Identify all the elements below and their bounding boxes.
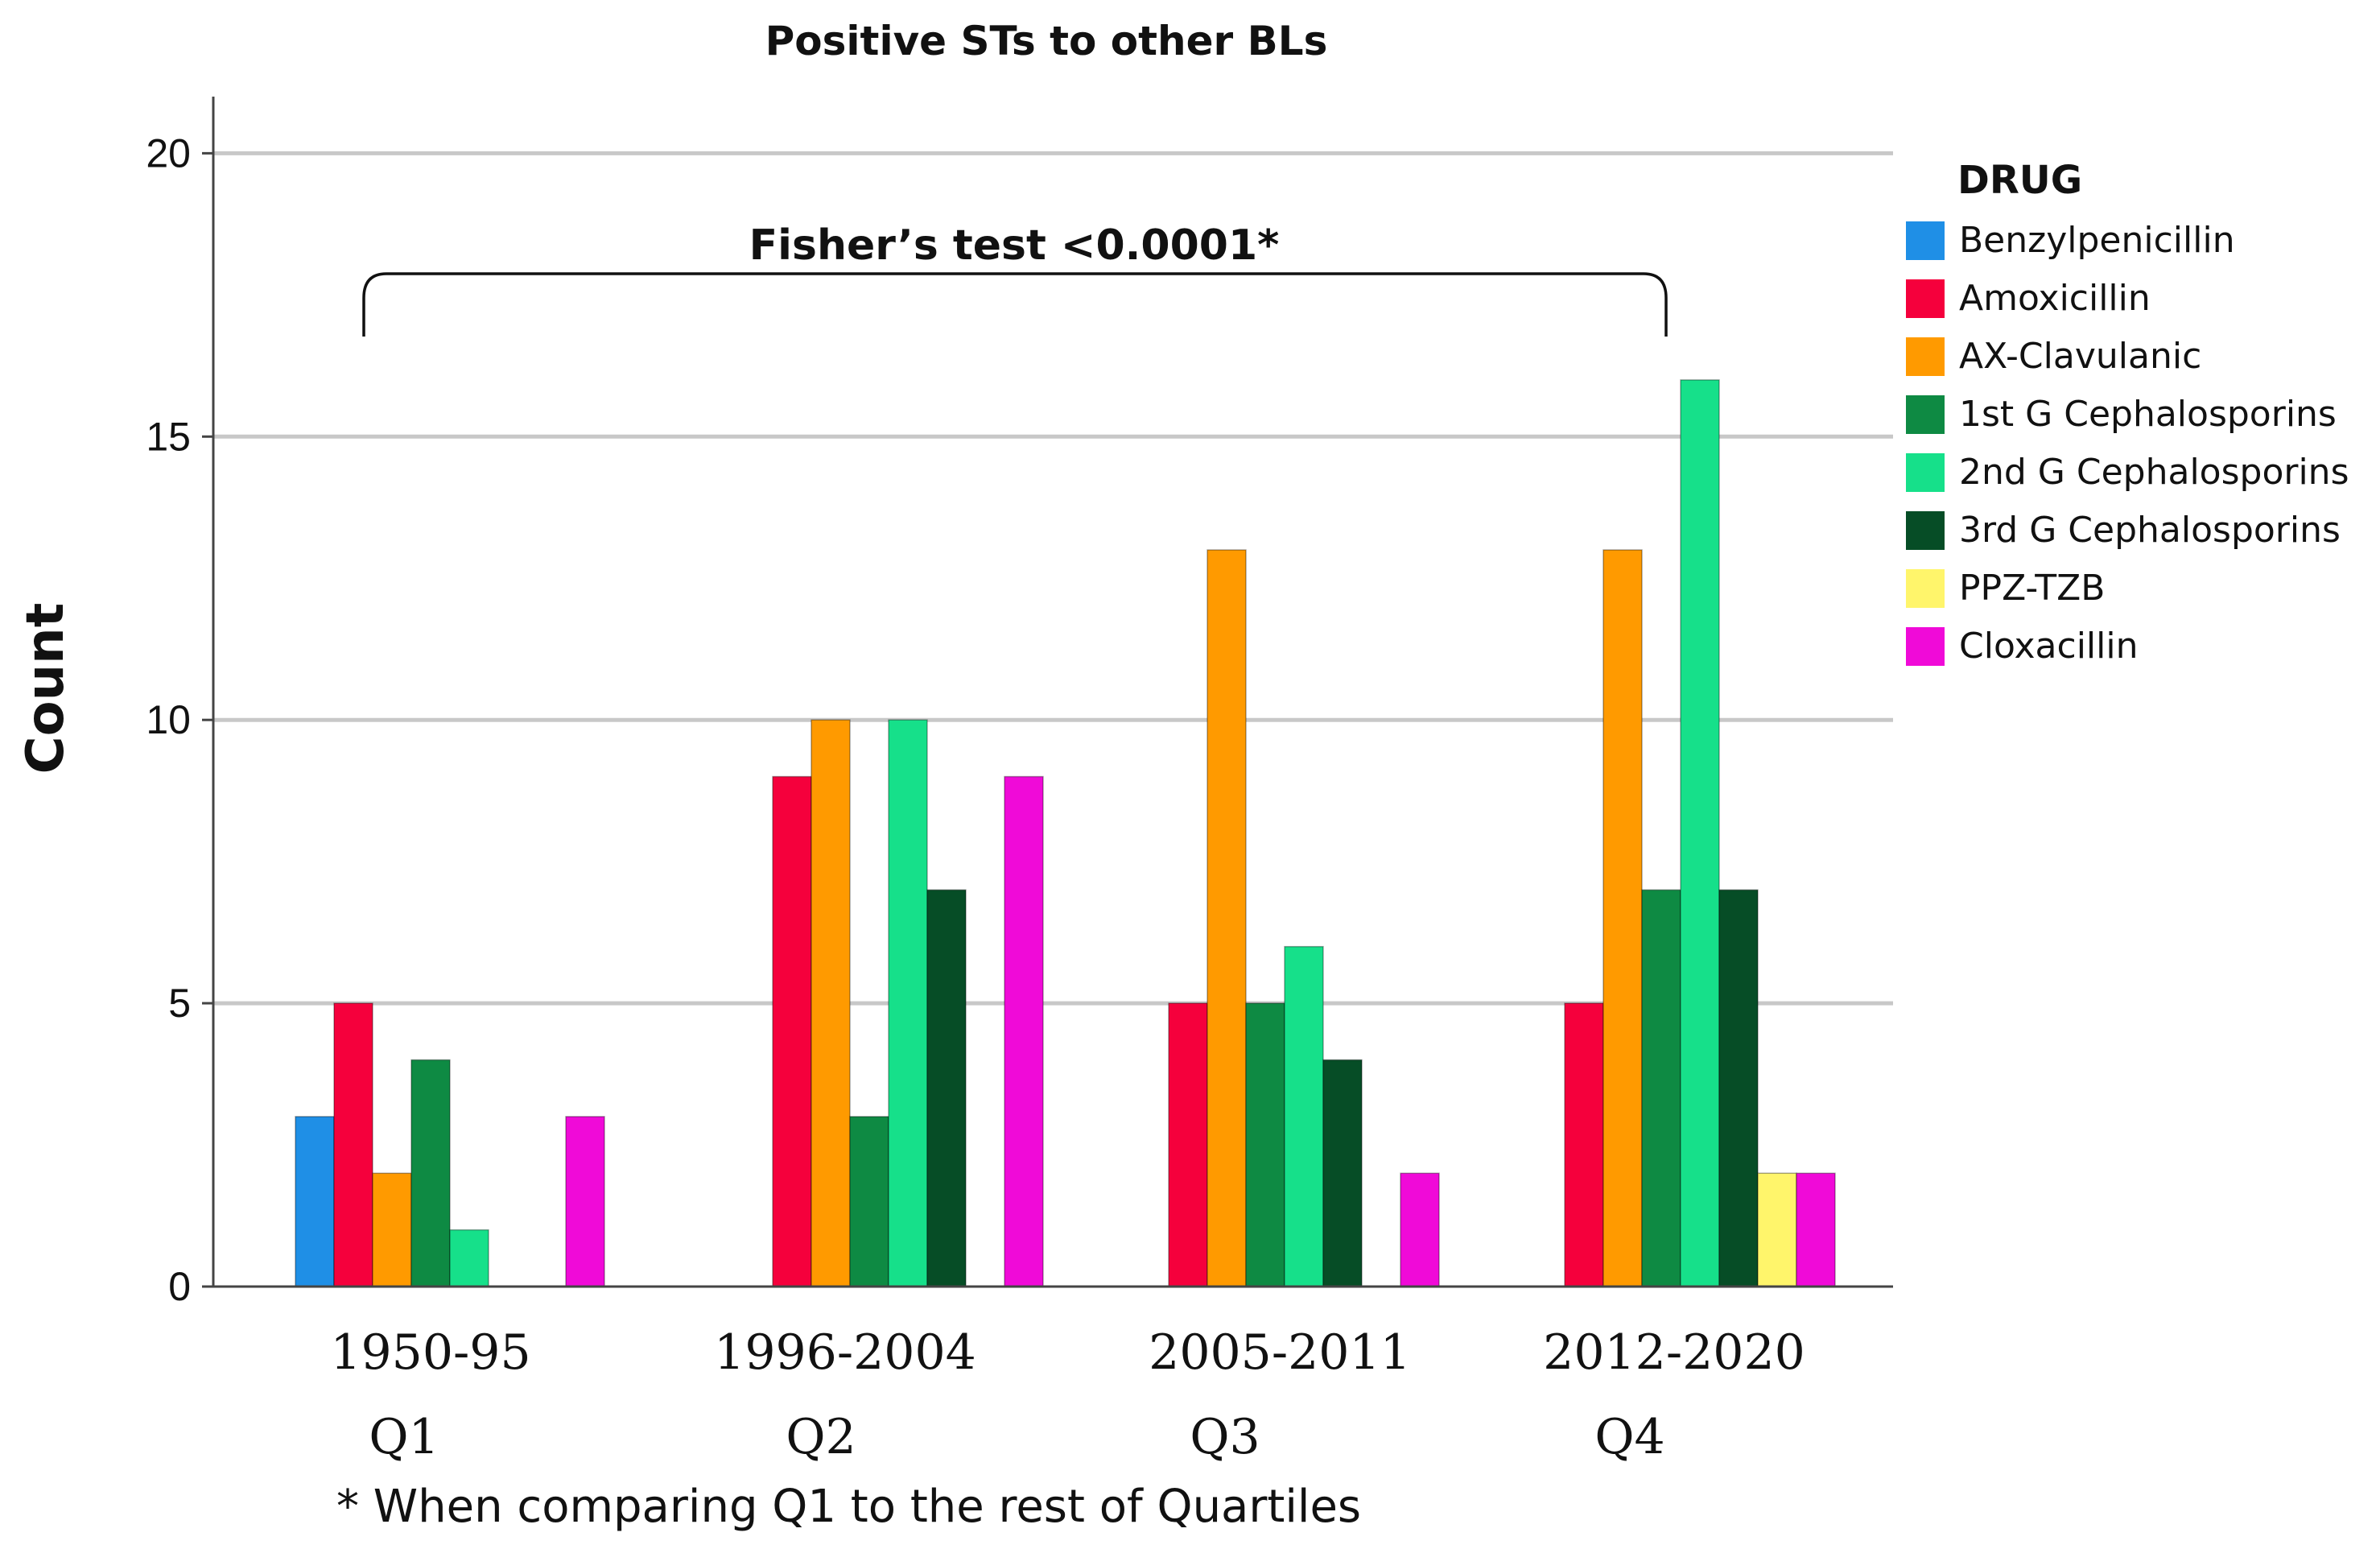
legend-label: 2nd G Cephalosporins bbox=[1959, 452, 2349, 493]
bar-3-2nd-g-cephalosporins bbox=[1284, 945, 1324, 1287]
bar-3-ax-clavulanic bbox=[1206, 549, 1247, 1287]
legend-label: AX-Clavulanic bbox=[1959, 336, 2201, 377]
legend-label: Amoxicillin bbox=[1959, 278, 2151, 319]
x-category-labels: 1950-95 Q1 1996-2004 Q2 2005-2011 Q3 2012-2020… bbox=[330, 1324, 1805, 1465]
legend-swatch-ppz-tzb bbox=[1906, 569, 1945, 608]
x-category-label: 1996-2004 bbox=[714, 1324, 976, 1381]
bar-4-3rd-g-cephalosporins bbox=[1718, 889, 1759, 1287]
fisher-test-label: Fisher’s test <0.0001* bbox=[749, 221, 1280, 270]
bar-1-amoxicillin bbox=[333, 1002, 373, 1287]
bar-2-2nd-g-cephalosporins bbox=[888, 719, 928, 1287]
quartile-label: Q1 bbox=[369, 1409, 439, 1465]
bar-1-1st-g-cephalosporins bbox=[410, 1059, 451, 1287]
bar-2-ax-clavulanic bbox=[811, 719, 851, 1287]
legend-swatch-amoxicillin bbox=[1906, 279, 1945, 318]
bar-3-1st-g-cephalosporins bbox=[1245, 1002, 1285, 1287]
y-tick-label-5: 5 bbox=[168, 981, 191, 1026]
bar-3-3rd-g-cephalosporins bbox=[1322, 1059, 1363, 1287]
bar-1-benzylpenicillin bbox=[295, 1116, 335, 1287]
legend-swatch-2nd-g-cephalosporins bbox=[1906, 453, 1945, 492]
bar-group bbox=[295, 379, 1836, 1287]
legend-swatch-benzylpenicillin bbox=[1906, 221, 1945, 260]
legend-label: Cloxacillin bbox=[1959, 626, 2139, 667]
x-category-label: 2005-2011 bbox=[1149, 1324, 1411, 1381]
legend-label: 3rd G Cephalosporins bbox=[1959, 510, 2341, 551]
bar-2-1st-g-cephalosporins bbox=[849, 1116, 889, 1287]
legend-title: DRUG bbox=[1957, 158, 2082, 203]
legend-swatch-cloxacillin bbox=[1906, 627, 1945, 666]
quartile-label: Q2 bbox=[786, 1409, 856, 1465]
bar-4-cloxacillin bbox=[1796, 1172, 1836, 1287]
legend-label: Benzylpenicillin bbox=[1959, 220, 2235, 261]
y-tick-label-15: 15 bbox=[146, 414, 191, 459]
bar-4-ax-clavulanic bbox=[1602, 549, 1643, 1287]
y-tick-label-0: 0 bbox=[168, 1264, 191, 1309]
bar-2-cloxacillin bbox=[1004, 775, 1044, 1287]
y-axis-label: Count bbox=[16, 603, 76, 775]
bar-3-amoxicillin bbox=[1168, 1002, 1208, 1287]
significance-bracket bbox=[362, 272, 1668, 337]
chart-title: Positive STs to other BLs bbox=[765, 18, 1328, 64]
bar-2-3rd-g-cephalosporins bbox=[926, 889, 967, 1287]
axes bbox=[212, 97, 1893, 1288]
quartile-label: Q4 bbox=[1594, 1409, 1664, 1465]
bar-4-amoxicillin bbox=[1564, 1002, 1604, 1287]
legend-swatch-ax-clavulanic bbox=[1906, 337, 1945, 376]
significance-annotation: Fisher’s test <0.0001* bbox=[362, 221, 1668, 337]
legend-label: 1st G Cephalosporins bbox=[1959, 394, 2337, 435]
y-tick-label-10: 10 bbox=[146, 697, 191, 742]
legend-swatch-1st-g-cephalosporins bbox=[1906, 395, 1945, 434]
bar-4-2nd-g-cephalosporins bbox=[1680, 379, 1720, 1287]
legend-label: PPZ-TZB bbox=[1959, 568, 2105, 609]
x-category-label: 1950-95 bbox=[330, 1324, 530, 1381]
bar-2-amoxicillin bbox=[772, 775, 812, 1287]
x-category-label: 2012-2020 bbox=[1543, 1324, 1805, 1381]
y-tick-label-20: 20 bbox=[146, 130, 191, 176]
bar-1-ax-clavulanic bbox=[372, 1172, 412, 1287]
bar-1-2nd-g-cephalosporins bbox=[449, 1229, 489, 1287]
legend: DRUG Benzylpenicillin Amoxicillin AX-Clavu… bbox=[1906, 158, 2349, 667]
y-tick-labels: 0 5 10 15 20 bbox=[146, 130, 213, 1309]
quartile-label: Q3 bbox=[1190, 1409, 1260, 1465]
bar-1-cloxacillin bbox=[565, 1116, 605, 1287]
bar-4-ppz-tzb bbox=[1757, 1172, 1797, 1287]
bar-4-1st-g-cephalosporins bbox=[1641, 889, 1681, 1287]
footnote: * When comparing Q1 to the rest of Quart… bbox=[336, 1481, 1361, 1533]
bar-3-cloxacillin bbox=[1400, 1172, 1440, 1287]
legend-swatch-3rd-g-cephalosporins bbox=[1906, 511, 1945, 550]
